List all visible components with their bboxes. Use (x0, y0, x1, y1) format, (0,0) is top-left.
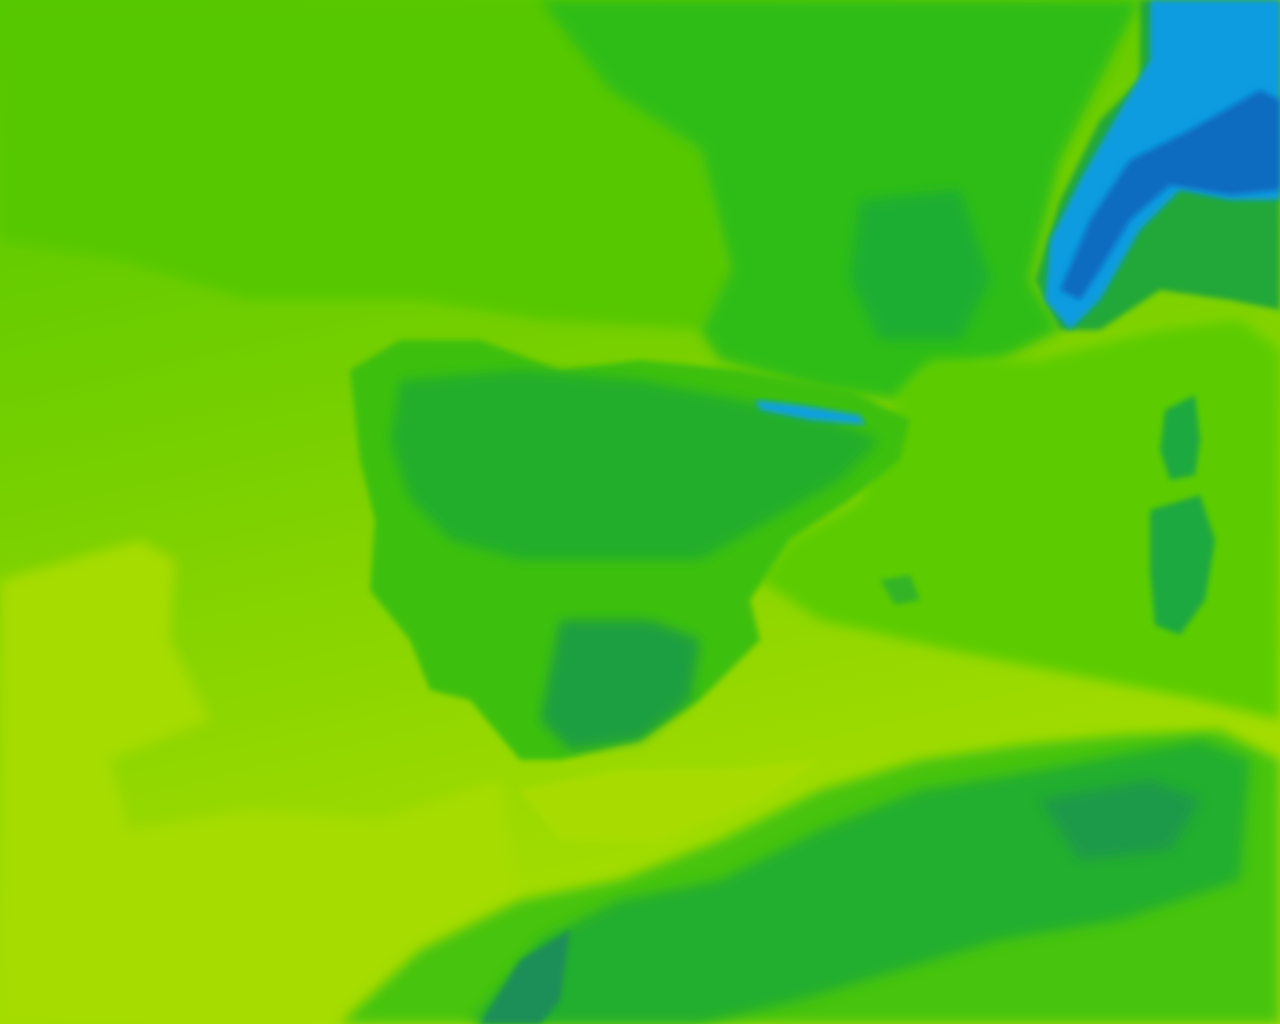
atlas-high (1040, 780, 1200, 860)
rif-high (480, 930, 570, 1024)
massif-central (850, 190, 990, 340)
alps-peaks (1060, 90, 1280, 300)
france (540, 0, 1140, 400)
sardinia (1150, 495, 1215, 635)
alboran-sea (520, 760, 820, 840)
sierra-nevada (540, 620, 700, 750)
ocean-shallow (0, 540, 520, 1024)
bay-of-biscay (0, 0, 730, 330)
balearic-islands (880, 575, 920, 605)
meseta-north (390, 370, 880, 560)
corsica (1160, 395, 1200, 480)
pyrenees (755, 400, 865, 425)
